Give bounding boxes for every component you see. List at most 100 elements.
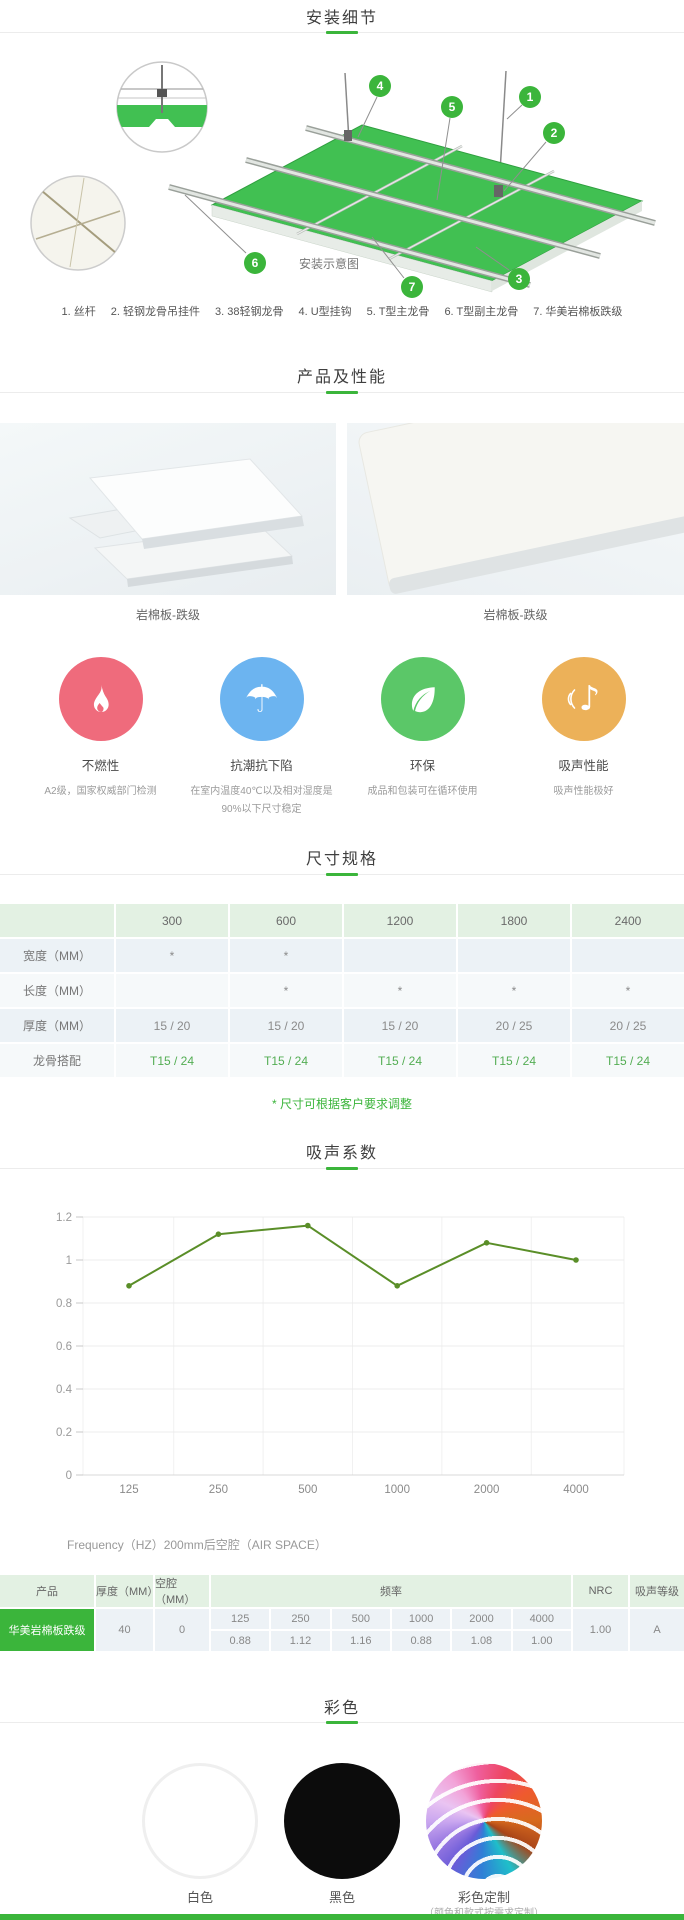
performance-table-header: 产品 厚度（MM） 空腔（MM） 频率 NRC 吸声等级 [0, 1575, 684, 1607]
feature-name: 环保 [409, 759, 435, 773]
legend-item: 4. U型挂钩 [298, 306, 352, 318]
col-header: 吸声等级 [630, 1575, 684, 1607]
absorption-chart: 0 0.2 0.4 0.6 0.8 1 1.2 125 250 500 1000 2000 4000 [56, 1212, 625, 1496]
size-table-header: 300 600 1200 1800 2400 [0, 904, 684, 937]
leader-lines [184, 96, 547, 279]
svg-text:125: 125 [119, 1484, 138, 1496]
svg-text:1: 1 [527, 90, 534, 104]
product-photo-panels [0, 423, 336, 595]
col-header: 产品 [0, 1575, 94, 1607]
main-runners [168, 125, 656, 288]
feature-desc: 成品和包装可在循环使用 [367, 786, 478, 797]
swatch-label: 白色 [186, 1890, 213, 1905]
product-name-cell: 华美岩棉板跌级 [0, 1609, 94, 1651]
feature-desc: A2级，国家权威部门检测 [44, 786, 157, 797]
svg-text:5: 5 [449, 100, 456, 114]
svg-text:3: 3 [516, 272, 523, 286]
feature-name: 吸声性能 [558, 759, 609, 773]
svg-text:0.2: 0.2 [56, 1427, 72, 1439]
svg-text:7: 7 [409, 280, 416, 294]
col-header: NRC [573, 1575, 628, 1607]
performance-table-row: 华美岩棉板跌级 40 0 125 250 500 1000 2000 4000 … [0, 1609, 684, 1651]
badge-3: 3 [508, 268, 530, 290]
badge-5: 5 [441, 96, 463, 118]
col-header: 空腔（MM） [155, 1575, 209, 1607]
col-header: 1200 [344, 904, 456, 937]
size-note: * 尺寸可根据客户要求调整 [271, 1097, 412, 1111]
col-header: 1800 [458, 904, 570, 937]
legend-item: 1. 丝杆 [61, 306, 96, 318]
feature-fireproof: 不燃性 A2级，国家权威部门检测 [20, 657, 181, 819]
panel-corner-illustration [358, 423, 684, 594]
svg-text:500: 500 [298, 1484, 317, 1496]
table-corner-cell [0, 904, 114, 937]
absorption-section-title: 吸声系数 [305, 1145, 378, 1162]
umbrella-icon: ☂ [219, 657, 304, 741]
section-title-underline [326, 31, 358, 34]
badge-4: 4 [369, 75, 391, 97]
table-row-width: 宽度（MM） * * [0, 939, 684, 972]
feature-eco: 环保 成品和包装可在循环使用 [342, 657, 503, 819]
svg-text:2: 2 [551, 126, 558, 140]
black-color-swatch [284, 1763, 400, 1879]
product-label: 岩棉板-跌级 [483, 608, 548, 622]
svg-text:0.8: 0.8 [56, 1298, 72, 1310]
badge-6: 6 [244, 252, 266, 274]
feature-moisture: ☂ 抗潮抗下陷 在室内温度40℃以及相对湿度是90%以下尺寸稳定 [181, 657, 342, 819]
svg-text:0: 0 [66, 1470, 72, 1482]
feature-list: 不燃性 A2级，国家权威部门检测 ☂ 抗潮抗下陷 在室内温度40℃以及相对湿度是… [20, 657, 664, 819]
legend-item: 3. 38轻钢龙骨 [215, 306, 284, 318]
svg-text:250: 250 [209, 1484, 228, 1496]
nrc-cell: 1.00 [573, 1609, 628, 1651]
sizes-section-title: 尺寸规格 [305, 851, 378, 868]
section-title-underline [326, 873, 358, 876]
col-header: 厚度（MM） [96, 1575, 158, 1607]
performance-table: 产品 厚度（MM） 空腔（MM） 频率 NRC 吸声等级 华美岩棉板跌级 40 … [0, 1575, 684, 1651]
feature-name: 不燃性 [81, 759, 120, 773]
panel-joint-inset [30, 175, 126, 271]
panel-front-edge [211, 204, 493, 293]
svg-text:1: 1 [66, 1255, 72, 1267]
svg-text:4: 4 [377, 79, 384, 93]
frequency-header-row: 125 250 500 1000 2000 4000 [211, 1609, 571, 1629]
installation-diagram: 1 2 3 4 5 6 7 安装示意图 [30, 61, 656, 298]
installation-legend: 1. 丝杆 2. 轻钢龙骨吊挂件 3. 38轻钢龙骨 4. U型挂钩 5. T型… [0, 303, 684, 319]
cavity-cell: 0 [155, 1609, 209, 1651]
music-note-icon: ♪ [541, 657, 626, 741]
custom-color-swatch [426, 1763, 542, 1879]
badge-2: 2 [543, 122, 565, 144]
svg-text:6: 6 [252, 256, 259, 270]
feature-desc: 在室内温度40℃以及相对湿度是90%以下尺寸稳定 [190, 786, 333, 815]
svg-text:0.6: 0.6 [56, 1341, 72, 1353]
footer-accent-bar [0, 1914, 684, 1920]
product-photo-closeup [347, 423, 684, 595]
product-section-title: 产品及性能 [296, 369, 387, 386]
section-title-underline [326, 1721, 358, 1724]
coefficient-row: 0.88 1.12 1.16 0.88 1.08 1.00 [211, 1631, 571, 1651]
table-row-length: 长度（MM） * * * * [0, 974, 684, 1007]
legend-item: 2. 轻钢龙骨吊挂件 [110, 306, 201, 318]
frequency-cells: 125 250 500 1000 2000 4000 0.88 1.12 1.1… [211, 1609, 571, 1651]
section-title-underline [326, 391, 358, 394]
table-row-thickness: 厚度（MM） 15 / 20 15 / 20 15 / 20 20 / 25 2… [0, 1009, 684, 1042]
feature-acoustic: ♪ 吸声性能 吸声性能极好 [503, 657, 664, 819]
svg-text:1000: 1000 [384, 1484, 410, 1496]
size-spec-table: 300 600 1200 1800 2400 宽度（MM） * * 长度（MM）… [0, 904, 684, 1079]
grade-cell: A [630, 1609, 684, 1651]
swatch-label: 黑色 [328, 1890, 355, 1905]
leaf-icon [380, 657, 465, 741]
svg-text:4000: 4000 [563, 1484, 589, 1496]
colors-section-title: 彩色 [323, 1700, 360, 1717]
svg-text:1.2: 1.2 [56, 1212, 72, 1224]
thickness-cell: 40 [96, 1609, 153, 1651]
swatch-sublabel: （颜色和款式按需求定制） [394, 1904, 574, 1919]
section-title-underline [326, 1167, 358, 1170]
feature-name: 抗潮抗下陷 [230, 759, 293, 773]
hanger-clip [344, 130, 352, 141]
hanger-clip [494, 185, 503, 197]
badge-7: 7 [401, 276, 423, 298]
legend-item: 6. T型副主龙骨 [444, 306, 519, 318]
col-header: 2400 [572, 904, 684, 937]
svg-text:2000: 2000 [474, 1484, 500, 1496]
